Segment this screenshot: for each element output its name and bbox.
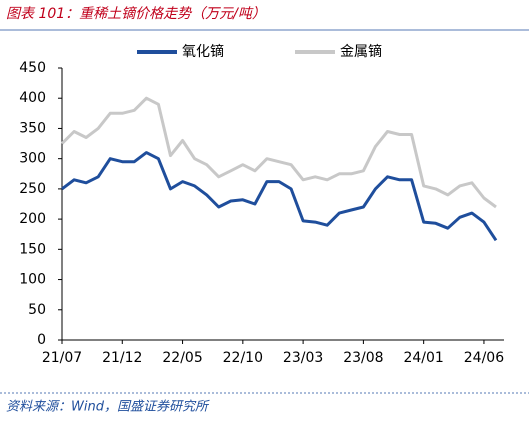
- x-tick-label: 24/06: [464, 350, 504, 366]
- y-tick-label: 350: [19, 120, 46, 136]
- y-tick-label: 0: [37, 332, 46, 348]
- x-tick-label: 23/08: [343, 350, 383, 366]
- series-line: [61, 151, 498, 242]
- y-tick-label: 300: [19, 151, 46, 167]
- x-tick-label: 24/01: [403, 350, 443, 366]
- x-tick-label: 22/10: [223, 350, 263, 366]
- x-tick-label: 22/05: [162, 350, 202, 366]
- x-tick-label: 21/07: [42, 350, 82, 366]
- y-tick-label: 200: [19, 211, 46, 227]
- x-tick-label: 23/03: [283, 350, 323, 366]
- legend-label: 金属镝: [340, 43, 382, 60]
- x-tick-label: 21/12: [102, 350, 142, 366]
- y-tick-label: 450: [19, 60, 46, 76]
- chart-title: 图表 101：重稀土镝价格走势（万元/吨）: [6, 6, 266, 22]
- source: 资料来源：Wind，国盛证券研究所: [6, 399, 210, 415]
- y-tick-label: 400: [19, 90, 46, 106]
- y-tick-label: 100: [19, 272, 46, 288]
- y-tick-label: 50: [28, 302, 46, 318]
- y-tick-label: 250: [19, 181, 46, 197]
- series-line: [60, 96, 497, 209]
- legend-label: 氧化镝: [182, 43, 224, 60]
- y-tick-label: 150: [19, 241, 46, 257]
